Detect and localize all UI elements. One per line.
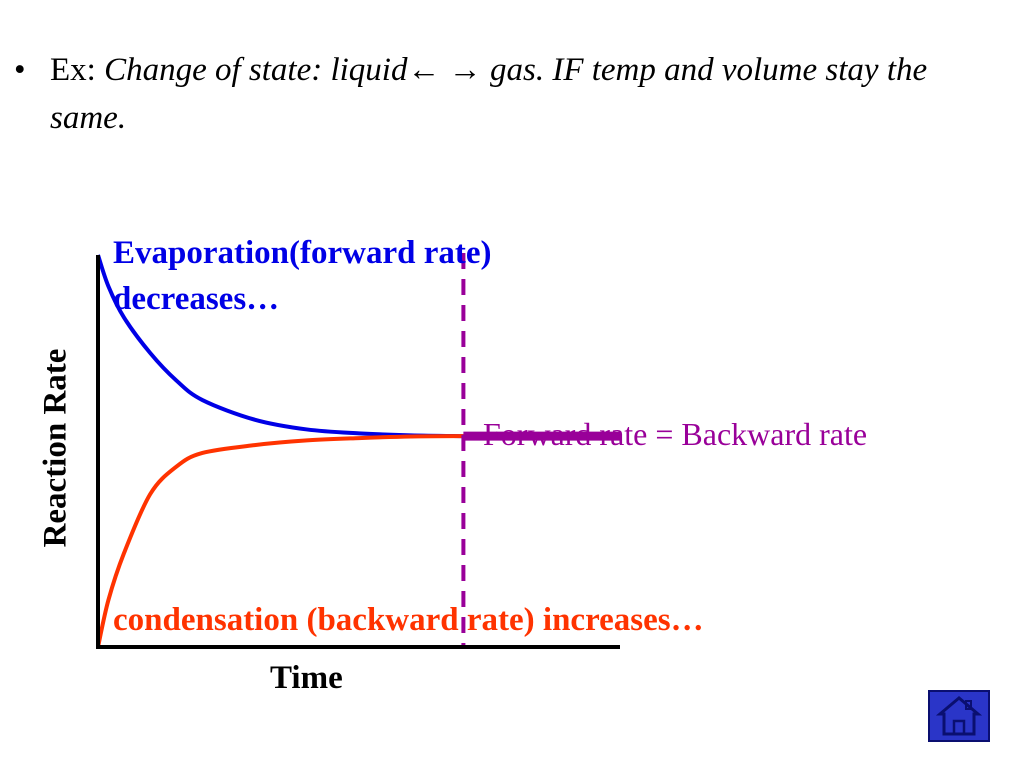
bullet-dot: • xyxy=(14,52,26,88)
bullet-block: • Ex: Change of state: liquid← → gas. IF… xyxy=(14,46,1004,142)
evaporation-label: Evaporation(forward rate) decreases… xyxy=(113,235,492,317)
bullet-italic-text: Change of state: liquid xyxy=(104,52,408,88)
condensation-label: condensation (backward rate) increases… xyxy=(113,602,704,638)
bullet-text: Ex: Change of state: liquid← → gas. IF t… xyxy=(50,46,1004,142)
bullet-arrows: ← → xyxy=(407,52,482,88)
equilibrium-annotation: Forward rate = Backward rate xyxy=(483,416,868,452)
home-button[interactable] xyxy=(928,690,990,742)
home-icon xyxy=(935,696,983,736)
x-axis-label: Time xyxy=(270,660,343,696)
bullet-italic-rest: gas. IF temp and volume stay the same. xyxy=(50,52,928,136)
bullet-prefix: Ex: xyxy=(50,52,105,88)
y-axis-label: Reaction Rate xyxy=(37,348,74,548)
condensation-curve xyxy=(96,434,464,648)
evaporation-curve xyxy=(96,254,464,439)
